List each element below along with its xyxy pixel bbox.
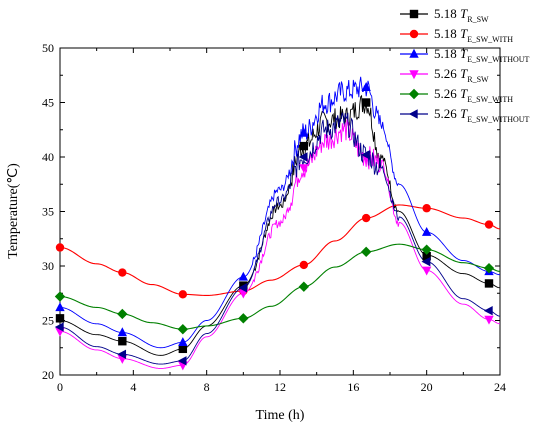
series-5-point	[360, 246, 372, 258]
legend-entry-1: 5.18 TR_SW	[434, 6, 489, 24]
series-4-point	[299, 164, 309, 174]
series-3-point	[55, 302, 65, 312]
series-2-point	[484, 220, 494, 229]
x-tick-label: 16	[347, 380, 359, 394]
legend-entry-4: 5.26 TR_SW	[434, 66, 489, 84]
series-6-point	[483, 305, 493, 316]
series-2-point	[178, 290, 188, 299]
series-6-point	[54, 322, 64, 332]
series-1-point	[422, 251, 431, 261]
series-line-2	[60, 204, 500, 296]
series-3-point	[299, 127, 309, 137]
y-tick-label: 40	[42, 150, 54, 164]
series-3-point	[117, 327, 128, 337]
series-3-point	[361, 82, 371, 91]
series-6-point	[238, 283, 248, 293]
series-6-point	[177, 356, 187, 366]
series-1-point	[299, 141, 309, 151]
y-tick-label: 45	[42, 96, 54, 110]
series-6-point	[117, 349, 127, 359]
series-2-point	[361, 213, 371, 223]
series-5-point	[117, 308, 128, 320]
x-tick-label: 0	[57, 380, 63, 394]
series-2-point	[422, 204, 431, 213]
series-line-6	[60, 112, 500, 365]
series-1-point	[55, 314, 65, 323]
legend-marker	[409, 29, 419, 39]
series-5-point	[54, 291, 66, 302]
series-6-point	[298, 152, 308, 162]
series-1-point	[361, 98, 371, 107]
series-1-point	[484, 279, 494, 288]
series-5-point	[421, 244, 432, 255]
legend-marker	[409, 70, 419, 80]
legend-marker	[409, 9, 419, 19]
chart-axes: 0 4 8 12 16 20 24 20 25 30 35 40 45 50	[42, 41, 506, 394]
series-4-point	[484, 315, 494, 325]
series-2-point	[299, 260, 309, 270]
series-6-point	[421, 256, 431, 267]
y-axis-title: Temperature(℃)	[6, 163, 21, 259]
legend-marker	[409, 48, 419, 58]
chart-legend: 5.18 TR_SW 5.18 TE_SW_WITH 5.18 TE_SW_WITH…	[400, 6, 530, 124]
series-4-point	[421, 266, 432, 276]
series-1-point	[118, 337, 127, 346]
series-1-point	[178, 344, 188, 354]
legend-entry-5: 5.26 TE_SW_WITH	[434, 86, 513, 104]
x-axis-title: Time (h)	[256, 408, 305, 423]
series-6-point	[360, 150, 370, 160]
series-3-point	[238, 271, 249, 281]
series-5-point	[298, 281, 310, 292]
y-tick-label: 50	[42, 41, 54, 55]
y-tick-label: 25	[42, 314, 54, 328]
series-3-point	[178, 337, 188, 346]
x-tick-label: 24	[494, 380, 506, 394]
series-3-point	[421, 227, 432, 236]
x-tick-label: 20	[421, 380, 433, 394]
series-5-point	[483, 262, 495, 274]
marker-layer	[54, 82, 495, 371]
y-tick-label: 20	[42, 368, 54, 382]
legend-marker	[408, 88, 420, 100]
series-5-point	[238, 313, 249, 324]
series-2-point	[55, 243, 65, 252]
series-line-4	[60, 119, 500, 369]
x-tick-label: 12	[274, 380, 286, 394]
x-tick-label: 8	[204, 380, 210, 394]
y-tick-label: 35	[42, 205, 54, 219]
series-2-point	[118, 268, 127, 277]
series-5-point	[177, 324, 189, 335]
x-tick-label: 4	[130, 380, 136, 394]
legend-marker	[408, 109, 418, 119]
legend-entry-2: 5.18 TE_SW_WITH	[434, 26, 513, 44]
legend-entry-3: 5.18 TE_SW_WITHOUT	[434, 46, 530, 64]
y-tick-label: 30	[42, 259, 54, 273]
legend-entry-6: 5.26 TE_SW_WITHOUT	[434, 106, 530, 124]
